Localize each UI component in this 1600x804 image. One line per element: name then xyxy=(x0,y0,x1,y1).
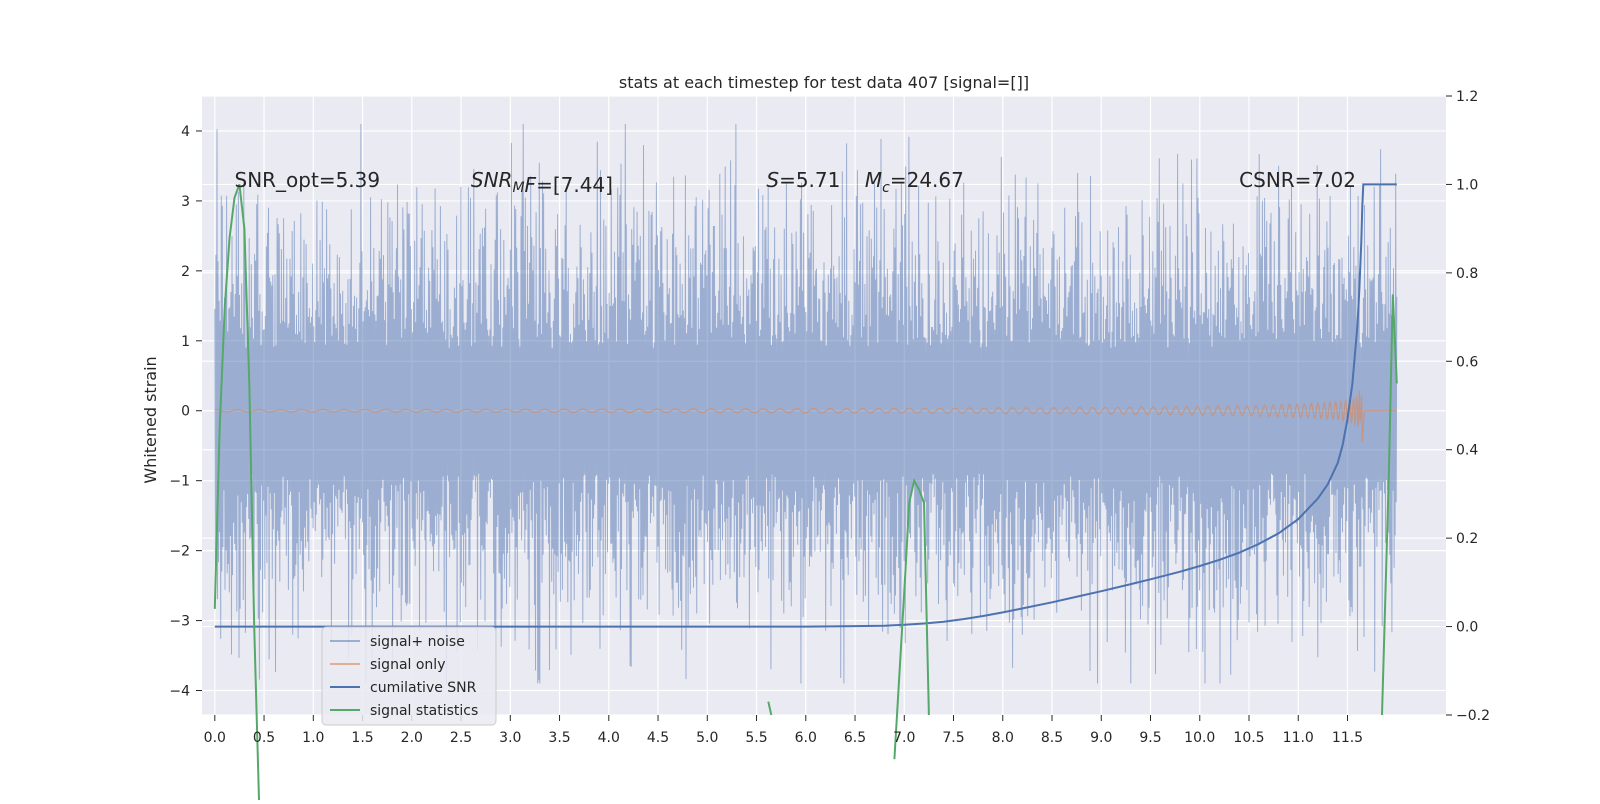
chart-annotation: CSNR=7.02 xyxy=(1239,168,1356,192)
y-tick-label: −4 xyxy=(169,684,190,700)
x-tick-label: 10.0 xyxy=(1184,730,1215,746)
x-tick-label: 5.0 xyxy=(696,730,718,746)
y-tick-label: 3 xyxy=(181,194,190,210)
series-signal-only-line xyxy=(214,391,1397,442)
y-tick-label: 1 xyxy=(181,334,190,350)
series-signal-noise-line xyxy=(214,123,1398,684)
x-tick-label: 5.5 xyxy=(745,730,767,746)
series-signal-statistics-line xyxy=(893,477,930,760)
x-tick-label: 10.5 xyxy=(1233,730,1264,746)
y-tick-label: −3 xyxy=(169,614,190,630)
chart-title: stats at each timestep for test data 407… xyxy=(619,73,1029,92)
y-tick-label: −1 xyxy=(169,474,190,490)
x-tick-label: 9.0 xyxy=(1090,730,1112,746)
x-tick-label: 0.5 xyxy=(253,730,275,746)
y2-tick-label: 0.2 xyxy=(1456,531,1478,547)
y2-tick-label: −0.2 xyxy=(1456,708,1490,724)
chart-annotation: SNR_opt=5.39 xyxy=(235,168,381,192)
x-tick-label: 4.0 xyxy=(598,730,620,746)
chart-annotation: Mc=24.67 xyxy=(865,168,964,196)
x-tick-label: 11.5 xyxy=(1332,730,1363,746)
x-tick-label: 6.0 xyxy=(795,730,817,746)
legend-label: signal+ noise xyxy=(370,634,465,650)
x-tick-label: 8.0 xyxy=(992,730,1014,746)
y2-tick-label: 0.4 xyxy=(1456,443,1478,459)
series-cumilative-snr-line xyxy=(214,183,1397,628)
series-signal-statistics-line xyxy=(213,184,261,804)
x-tick-label: 6.5 xyxy=(844,730,866,746)
y2-tick-label: 0.8 xyxy=(1456,266,1478,282)
y2-tick-label: 1.0 xyxy=(1456,177,1478,193)
y-axis-label: Whitened strain xyxy=(141,356,160,483)
x-tick-label: 9.5 xyxy=(1139,730,1161,746)
x-tick-label: 7.0 xyxy=(893,730,915,746)
series-layer xyxy=(213,123,1398,804)
axes: 0.0 0.5 1.0 1.5 2.0 2.5 3.0 3.5 4.0 4.5 5.0 5.5 6.0 6… xyxy=(169,89,1490,746)
y-tick-label: 2 xyxy=(181,264,190,280)
series-signal-statistics-line xyxy=(1381,294,1398,716)
legend-label: signal only xyxy=(370,657,445,673)
y2-tick-label: 0.6 xyxy=(1456,354,1478,370)
x-tick-label: 1.0 xyxy=(302,730,324,746)
y-tick-label: −2 xyxy=(169,544,190,560)
x-tick-label: 8.5 xyxy=(1041,730,1063,746)
series-signal-statistics-line xyxy=(767,701,773,716)
y-tick-label: 0 xyxy=(181,404,190,420)
y2-tick-label: 1.2 xyxy=(1456,89,1478,105)
x-tick-label: 2.0 xyxy=(401,730,423,746)
legend: signal+ noise signal only cumilative SNR si… xyxy=(321,626,497,726)
legend-label: cumilative SNR xyxy=(370,680,477,696)
legend-box xyxy=(321,626,497,726)
x-tick-label: 2.5 xyxy=(450,730,472,746)
x-tick-label: 1.5 xyxy=(351,730,373,746)
x-tick-label: 11.0 xyxy=(1283,730,1314,746)
x-tick-label: 0.0 xyxy=(204,730,226,746)
x-tick-label: 3.5 xyxy=(548,730,570,746)
chart-annotation: S=5.71 xyxy=(766,168,840,192)
annotations: SNR_opt=5.39 SNRMF=[7.44] S=5.71 Mc=24.67 CS… xyxy=(235,168,1356,197)
chart-annotation: SNRMF=[7.44] xyxy=(471,168,613,197)
y-tick-label: 4 xyxy=(181,124,190,140)
legend-label: signal statistics xyxy=(370,703,478,719)
x-tick-label: 7.5 xyxy=(942,730,964,746)
y2-tick-label: 0.0 xyxy=(1456,620,1478,636)
x-tick-label: 4.5 xyxy=(647,730,669,746)
x-tick-label: 3.0 xyxy=(499,730,521,746)
